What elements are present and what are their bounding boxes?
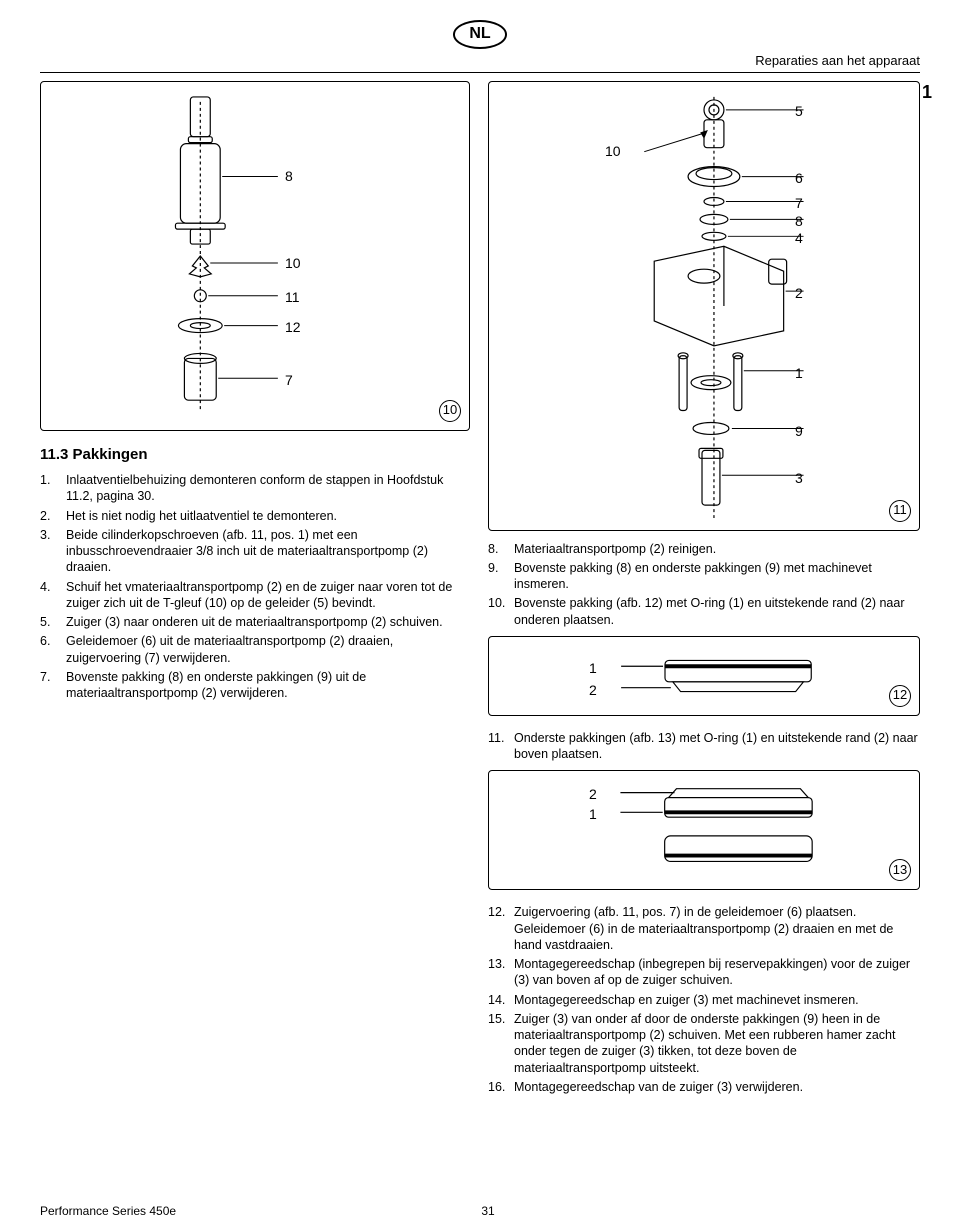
section-heading: 11.3 Pakkingen	[40, 445, 470, 465]
list-item: 14.Montagegereedschap en zuiger (3) met …	[488, 992, 920, 1008]
fig13-label-2: 2	[589, 785, 597, 803]
list-item: 9.Bovenste pakking (8) en onderste pakki…	[488, 560, 920, 593]
figure-11-svg	[489, 82, 919, 530]
figure-10-number: 10	[439, 400, 461, 422]
figure-13: 2 1 13	[488, 770, 920, 890]
fig11-label-6: 6	[795, 169, 803, 187]
figure-13-svg	[489, 771, 919, 889]
fig11-label-4: 4	[795, 229, 803, 247]
fig11-label-1: 1	[795, 364, 803, 382]
fig11-label-3: 3	[795, 469, 803, 487]
page-footer: Performance Series 450e 31	[40, 1204, 920, 1220]
list-item: 2.Het is niet nodig het uitlaatventiel t…	[40, 508, 470, 524]
list-item: 5.Zuiger (3) naar onderen uit de materia…	[40, 614, 470, 630]
fig13-label-1: 1	[589, 805, 597, 823]
fig12-label-1: 1	[589, 659, 597, 677]
list-item: 4.Schuif het vmateriaaltransportpomp (2)…	[40, 579, 470, 612]
steps-8-10: 8.Materiaaltransportpomp (2) reinigen. 9…	[488, 541, 920, 628]
figure-11: 5 10 6 7 8 4 2 1 9 3 11	[488, 81, 920, 531]
fig11-label-10: 10	[605, 142, 621, 160]
list-item: 3.Beide cilinderkopschroeven (afb. 11, p…	[40, 527, 470, 576]
fig11-label-8: 8	[795, 212, 803, 230]
figure-10: 8 10 11 12 7 10	[40, 81, 470, 431]
list-item: 7.Bovenste pakking (8) en onderste pakki…	[40, 669, 470, 702]
list-item: 13.Montagegereedschap (inbegrepen bij re…	[488, 956, 920, 989]
steps-12-16: 12.Zuigervoering (afb. 11, pos. 7) in de…	[488, 904, 920, 1095]
list-item: 10.Bovenste pakking (afb. 12) met O-ring…	[488, 595, 920, 628]
figure-12: 1 2 12	[488, 636, 920, 716]
fig10-label-12: 12	[285, 318, 301, 336]
left-column: 8 10 11 12 7 10 11.3 Pakkingen 1.Inlaatv…	[40, 81, 470, 1099]
fig11-label-7: 7	[795, 194, 803, 212]
fig10-label-8: 8	[285, 167, 293, 185]
figure-12-number: 12	[889, 685, 911, 707]
footer-page-number: 31	[481, 1204, 494, 1220]
locale-badge: NL	[453, 20, 506, 49]
fig10-label-10: 10	[285, 254, 301, 272]
list-item: 11.Onderste pakkingen (afb. 13) met O-ri…	[488, 730, 920, 763]
fig11-label-5: 5	[795, 102, 803, 120]
list-item: 1.Inlaatventielbehuizing demonteren conf…	[40, 472, 470, 505]
fig10-label-11: 11	[285, 288, 300, 306]
right-column: 1	[488, 81, 920, 1099]
steps-1-7: 1.Inlaatventielbehuizing demonteren conf…	[40, 472, 470, 701]
figure-12-svg	[489, 637, 919, 715]
fig10-label-7: 7	[285, 371, 293, 389]
page-number-side: 1	[922, 81, 932, 104]
steps-11: 11.Onderste pakkingen (afb. 13) met O-ri…	[488, 730, 920, 763]
figure-11-number: 11	[889, 500, 911, 522]
breadcrumb: Reparaties aan het apparaat	[40, 53, 920, 73]
footer-product: Performance Series 450e	[40, 1204, 176, 1220]
list-item: 12.Zuigervoering (afb. 11, pos. 7) in de…	[488, 904, 920, 953]
fig12-label-2: 2	[589, 681, 597, 699]
list-item: 6.Geleidemoer (6) uit de materiaaltransp…	[40, 633, 470, 666]
list-item: 8.Materiaaltransportpomp (2) reinigen.	[488, 541, 920, 557]
figure-10-svg	[41, 82, 469, 430]
list-item: 16.Montagegereedschap van de zuiger (3) …	[488, 1079, 920, 1095]
fig11-label-9: 9	[795, 422, 803, 440]
list-item: 15.Zuiger (3) van onder af door de onder…	[488, 1011, 920, 1076]
fig11-label-2: 2	[795, 284, 803, 302]
locale-badge-row: NL	[40, 20, 920, 49]
